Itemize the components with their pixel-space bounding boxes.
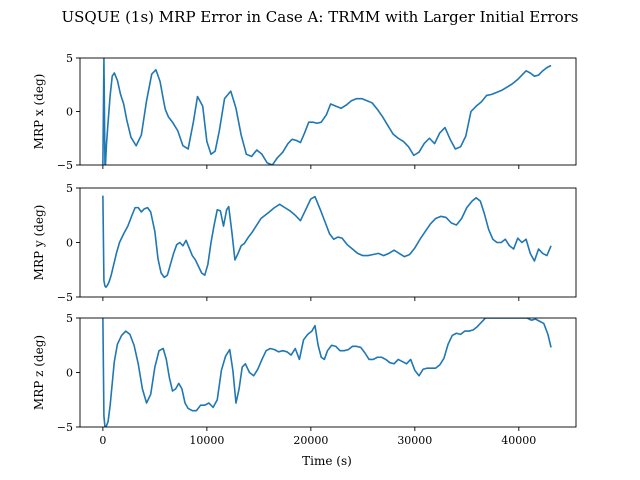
x-tick-label: 0 bbox=[99, 434, 106, 447]
series-line-x bbox=[102, 58, 552, 165]
panel-z: −5 0 5 0 10000 20000 30000 40000 MRP z (deg) bbox=[32, 312, 577, 447]
y-tick-label: 5 bbox=[66, 182, 73, 195]
x-tick-label: 40000 bbox=[501, 434, 536, 447]
x-tick-label: 20000 bbox=[293, 434, 328, 447]
y-tick-label: 0 bbox=[66, 237, 73, 250]
chart-panels: −5 0 5 MRP x (deg) −5 0 5 MRP y (deg) −5 0 5 0 10000… bbox=[32, 52, 577, 447]
y-tick-label: −5 bbox=[57, 291, 73, 304]
y-axis-label-z: MRP z (deg) bbox=[32, 335, 46, 410]
panel-y: −5 0 5 MRP y (deg) bbox=[32, 182, 577, 304]
y-tick-label: 0 bbox=[66, 367, 73, 380]
chart-title: USQUE (1s) MRP Error in Case A: TRMM wit… bbox=[62, 8, 579, 26]
panel-x: −5 0 5 MRP x (deg) bbox=[32, 52, 577, 172]
y-tick-label: −5 bbox=[57, 159, 73, 172]
x-tick-label: 30000 bbox=[397, 434, 432, 447]
y-tick-label: 5 bbox=[66, 312, 73, 325]
y-tick-label: 0 bbox=[66, 106, 73, 119]
x-tick-label: 10000 bbox=[189, 434, 224, 447]
y-axis-label-y: MRP y (deg) bbox=[32, 205, 46, 281]
x-axis-label: Time (s) bbox=[302, 454, 352, 468]
y-tick-label: 5 bbox=[66, 52, 73, 65]
series-line-y bbox=[102, 195, 552, 288]
y-tick-label: −5 bbox=[57, 421, 73, 434]
y-axis-label-x: MRP x (deg) bbox=[32, 74, 46, 150]
series-line-z bbox=[102, 318, 552, 427]
